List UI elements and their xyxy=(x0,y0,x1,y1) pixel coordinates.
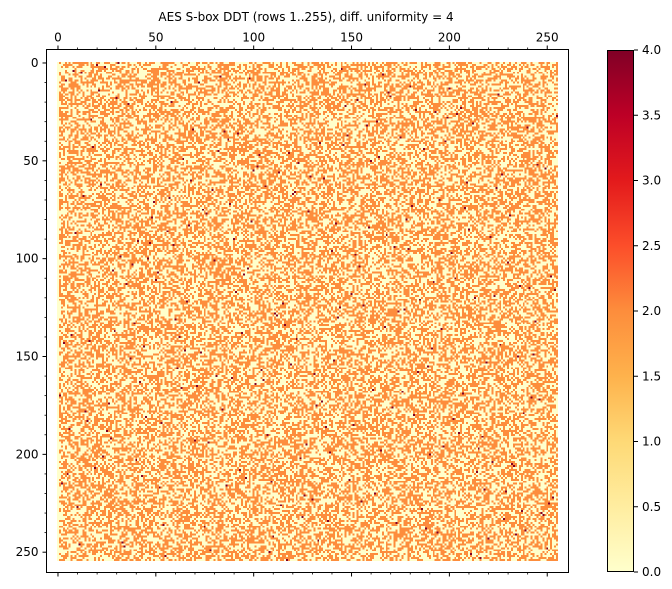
y-tick-label: 150 xyxy=(16,350,39,364)
y-axis-left: 0 50 100 150 200 250 xyxy=(16,56,47,559)
y-tick-label: 100 xyxy=(16,252,39,266)
plot-frame xyxy=(46,49,569,573)
chart-title: AES S-box DDT (rows 1..255), diff. unifo… xyxy=(158,10,453,24)
colorbar-tick-label: 2.0 xyxy=(642,304,661,318)
colorbar-tick-label: 0.5 xyxy=(642,500,661,514)
heatmap-image xyxy=(57,62,558,561)
y-tick-label: 0 xyxy=(31,56,39,70)
x-tick-label: 0 xyxy=(54,31,62,45)
colorbar-tick-label: 3.0 xyxy=(642,174,661,188)
x-tick-label: 250 xyxy=(536,31,559,45)
colorbar-gradient xyxy=(607,50,634,572)
y-tick-label: 250 xyxy=(16,545,39,559)
colorbar-tick-label: 4.0 xyxy=(642,43,661,57)
colorbar-tick-label: 1.0 xyxy=(642,435,661,449)
colorbar-tick-label: 0.0 xyxy=(642,565,661,579)
colorbar-ticks: 0.0 0.5 1.0 1.5 2.0 2.5 3.0 3.5 4.0 xyxy=(634,43,661,579)
colorbar: 0.0 0.5 1.0 1.5 2.0 2.5 3.0 3.5 4.0 xyxy=(607,43,661,579)
colorbar-frame xyxy=(607,50,634,572)
x-axis-bottom-ticks xyxy=(57,572,548,577)
x-tick-label: 150 xyxy=(340,31,363,45)
y-tick-label: 50 xyxy=(23,154,38,168)
colorbar-tick-label: 2.5 xyxy=(642,239,661,253)
y-tick-label: 200 xyxy=(16,447,39,461)
x-tick-label: 100 xyxy=(242,31,265,45)
colorbar-tick-label: 1.5 xyxy=(642,369,661,383)
x-tick-label: 50 xyxy=(148,31,163,45)
colorbar-tick-label: 3.5 xyxy=(642,108,661,122)
x-tick-label: 200 xyxy=(438,31,461,45)
heatmap-area xyxy=(46,49,569,573)
x-axis-top: 0 50 100 150 200 250 xyxy=(54,31,559,50)
